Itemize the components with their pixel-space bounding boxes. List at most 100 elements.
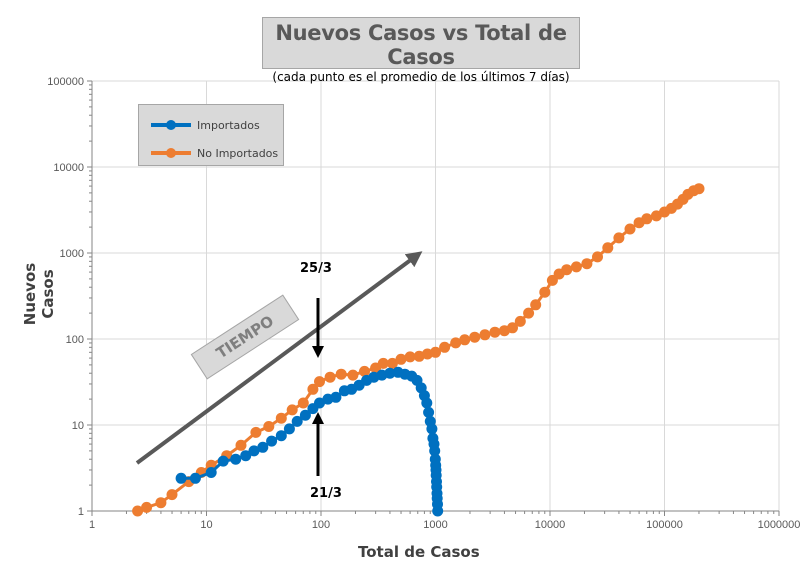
- y-tick-label: 10: [72, 420, 84, 432]
- data-point-importados: [205, 467, 217, 478]
- annotation-21-3-label: 21/3: [310, 486, 342, 501]
- chart-title-box: Nuevos Casos vs Total de Casos (cada pun…: [262, 17, 580, 84]
- chart-title: Nuevos Casos vs Total de Casos: [275, 21, 567, 69]
- data-point-no-importados: [459, 334, 471, 346]
- data-point-no-importados: [602, 242, 614, 254]
- x-tick-labels: 1 10 100 1000 10000 100000 1000000: [89, 519, 800, 531]
- y-tick-labels: 1 10 100 1000 10000 100000: [47, 76, 84, 518]
- x-tick-label: 100: [312, 519, 330, 531]
- y-tick-label: 10000: [53, 162, 84, 174]
- x-axis-title: Total de Casos: [358, 543, 480, 561]
- data-point-no-importados: [263, 421, 275, 432]
- data-point-no-importados: [314, 376, 325, 388]
- data-point-no-importados: [592, 251, 603, 263]
- data-point-importados: [330, 391, 342, 403]
- data-point-importados: [299, 409, 311, 421]
- grid-lines: [92, 80, 780, 511]
- y-tick-label: 100000: [47, 76, 84, 88]
- data-point-importados: [423, 406, 435, 418]
- data-point-importados: [426, 423, 438, 435]
- data-point-importados: [248, 445, 260, 457]
- data-point-no-importados: [286, 404, 298, 416]
- data-point-importados: [283, 423, 295, 435]
- data-point-importados: [217, 455, 229, 467]
- data-point-no-importados: [624, 223, 636, 235]
- data-point-importados: [421, 397, 433, 409]
- annotation-arrows: [135, 251, 423, 476]
- data-point-no-importados: [539, 286, 551, 298]
- series-layer: [132, 183, 705, 517]
- data-point-no-importados: [404, 351, 416, 363]
- data-point-no-importados: [395, 353, 407, 365]
- data-point-no-importados: [155, 497, 167, 509]
- legend: Importados No Importados: [138, 104, 284, 166]
- data-point-no-importados: [479, 329, 491, 341]
- data-point-importados: [275, 430, 287, 442]
- data-point-no-importados: [307, 383, 319, 395]
- data-point-no-importados: [166, 489, 178, 501]
- data-point-importados: [230, 453, 242, 465]
- data-point-no-importados: [235, 439, 247, 451]
- data-point-importados: [240, 450, 252, 462]
- legend-marker-importados: [151, 120, 191, 130]
- x-tick-label: 10: [200, 519, 212, 531]
- chart-subtitle: (cada punto es el promedio de los último…: [272, 70, 570, 84]
- data-point-importados: [432, 505, 444, 517]
- data-point-no-importados: [430, 346, 441, 358]
- data-point-no-importados: [275, 412, 287, 424]
- data-point-no-importados: [250, 426, 262, 438]
- data-point-importados: [189, 472, 201, 484]
- data-point-importados: [266, 435, 278, 447]
- data-point-no-importados: [359, 365, 370, 377]
- data-point-no-importados: [335, 368, 347, 380]
- legend-label-importados: Importados: [197, 118, 260, 132]
- data-point-importados: [314, 397, 325, 409]
- data-point-no-importados: [641, 213, 653, 225]
- data-point-no-importados: [386, 357, 398, 369]
- x-tick-label: 1000: [423, 519, 447, 531]
- legend-item-importados: Importados: [149, 116, 260, 134]
- data-point-no-importados: [450, 337, 462, 349]
- data-point-no-importados: [469, 331, 481, 343]
- series-importados: [175, 366, 444, 517]
- data-point-no-importados: [561, 264, 573, 276]
- x-tick-label: 10000: [535, 519, 566, 531]
- data-point-importados: [429, 445, 441, 457]
- data-point-no-importados: [439, 341, 451, 353]
- x-tick-label: 100000: [646, 519, 683, 531]
- data-point-no-importados: [507, 322, 518, 334]
- data-point-no-importados: [523, 307, 535, 319]
- x-tick-label: 1000000: [758, 519, 801, 531]
- data-point-no-importados: [132, 505, 144, 517]
- data-point-no-importados: [581, 258, 593, 270]
- data-point-importados: [384, 367, 396, 379]
- data-point-importados: [257, 441, 269, 453]
- x-tick-label: 1: [89, 519, 95, 531]
- data-point-no-importados: [377, 357, 389, 369]
- data-point-no-importados: [514, 315, 526, 327]
- legend-marker-no-importados: [151, 148, 191, 158]
- data-point-importados: [175, 472, 187, 484]
- data-point-no-importados: [693, 183, 705, 195]
- legend-item-no-importados: No Importados: [149, 144, 278, 162]
- data-point-no-importados: [297, 397, 309, 409]
- y-tick-label: 100: [66, 334, 84, 346]
- data-point-no-importados: [570, 261, 582, 273]
- data-point-no-importados: [347, 369, 359, 381]
- data-point-importados: [291, 415, 303, 427]
- y-tick-label: 1000: [60, 248, 84, 260]
- data-point-no-importados: [530, 299, 542, 311]
- y-axis-title: Nuevos Casos: [21, 262, 57, 326]
- data-point-no-importados: [613, 232, 625, 244]
- tiempo-arrow: [135, 251, 423, 465]
- data-point-no-importados: [489, 326, 501, 338]
- y-tick-label: 1: [78, 506, 84, 518]
- series-no-importados: [132, 183, 705, 517]
- data-point-no-importados: [141, 501, 153, 513]
- legend-label-no-importados: No Importados: [197, 146, 279, 160]
- data-point-no-importados: [324, 371, 336, 383]
- annotation-25-3-label: 25/3: [300, 261, 332, 276]
